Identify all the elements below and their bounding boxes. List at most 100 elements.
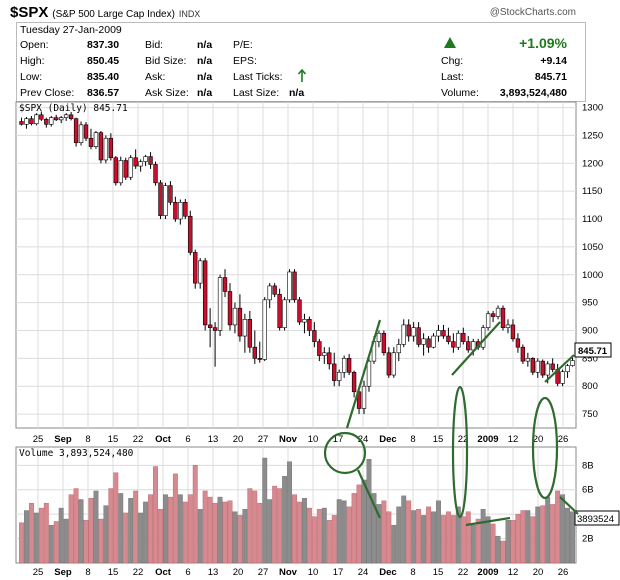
candle-body xyxy=(19,121,24,125)
volume-bar xyxy=(148,494,153,564)
volume-bar xyxy=(480,509,486,564)
x-tick-label-top: 2009 xyxy=(477,434,498,445)
x-tick-label-top: 15 xyxy=(108,434,119,445)
candle-body xyxy=(163,185,168,216)
price-tick-label: 1200 xyxy=(582,158,603,169)
volume-bar xyxy=(103,505,109,564)
annotation-line-mid xyxy=(451,321,501,376)
volume-bar xyxy=(386,511,392,564)
volume-value: 3,893,524,480 xyxy=(499,87,567,99)
open-label: Open: xyxy=(20,39,49,51)
volume-bar xyxy=(93,490,99,564)
ask-size-value: n/a xyxy=(197,87,213,99)
candle-body xyxy=(530,358,535,373)
volume-bar xyxy=(460,516,466,564)
x-tick-label-top: 20 xyxy=(533,434,544,445)
volume-bar xyxy=(237,515,243,564)
candle-body xyxy=(73,118,79,143)
volume-bar xyxy=(485,516,491,564)
price-series-label: $SPX (Daily) 845.71 xyxy=(19,103,128,114)
candle-body xyxy=(217,277,223,331)
volume-bar xyxy=(68,494,74,564)
volume-bar xyxy=(570,511,575,564)
last-label: Last: xyxy=(441,71,464,83)
bid-size-value: n/a xyxy=(197,55,213,67)
candle-body xyxy=(351,371,357,393)
quote-panel: Tuesday 27-Jan-2009 Open: 837.30 High: 8… xyxy=(16,22,586,102)
volume-bar xyxy=(172,473,178,564)
low-value: 835.40 xyxy=(87,71,120,83)
volume-bar xyxy=(242,509,248,564)
x-tick-label-top: 17 xyxy=(333,434,344,445)
prev-close-value: 836.57 xyxy=(87,87,120,99)
volume-bar xyxy=(197,509,203,564)
volume-bar xyxy=(505,520,511,564)
x-tick-label-top: 27 xyxy=(258,434,269,445)
candle-body xyxy=(257,358,262,360)
volume-bar xyxy=(530,516,536,564)
volume-bar xyxy=(257,502,263,564)
x-tick-label-bottom: 24 xyxy=(358,567,369,578)
candle-body xyxy=(168,185,173,203)
high-value: 850.45 xyxy=(87,55,120,67)
candle-body xyxy=(461,332,466,342)
volume-bar xyxy=(297,501,302,564)
volume-bar xyxy=(138,512,144,564)
volume-bar xyxy=(495,535,501,564)
bid-value: n/a xyxy=(197,39,213,51)
candle-body xyxy=(227,291,233,326)
volume-bar xyxy=(43,502,49,564)
ask-value: n/a xyxy=(197,71,213,83)
x-tick-label-bottom: 12 xyxy=(508,567,519,578)
volume-bar xyxy=(316,509,322,564)
volume-bar xyxy=(361,479,367,564)
candle-body xyxy=(277,293,282,328)
volume-bar xyxy=(525,510,531,564)
volume-bar xyxy=(217,496,223,564)
volume-bar xyxy=(33,512,39,564)
candle-body xyxy=(302,319,307,323)
last-size-label: Last Size: xyxy=(233,87,280,99)
volume-bar xyxy=(431,511,436,564)
volume-bar xyxy=(73,488,79,564)
candle-body xyxy=(103,137,109,161)
volume-bar xyxy=(222,501,228,564)
x-tick-label-top: 22 xyxy=(458,434,469,445)
candle-body xyxy=(510,324,516,340)
candle-body xyxy=(361,385,367,409)
x-tick-label-bottom: 8 xyxy=(85,567,90,578)
candle-body xyxy=(138,161,143,167)
x-tick-label-bottom: Nov xyxy=(279,567,298,578)
volume-bar xyxy=(48,524,54,564)
candle-body xyxy=(376,332,382,342)
volume-bar xyxy=(421,515,427,564)
candle-body xyxy=(207,324,213,328)
bid-size-label: Bid Size: xyxy=(145,55,187,67)
candle-body xyxy=(183,202,188,217)
copyright[interactable]: @StockCharts.com xyxy=(489,7,576,18)
price-tick-label: 1000 xyxy=(582,270,603,281)
x-tick-label-bottom: 2009 xyxy=(477,567,498,578)
volume-bar xyxy=(78,499,84,564)
volume-bar xyxy=(510,520,516,564)
pe-label: P/E: xyxy=(233,39,253,51)
last-price-box xyxy=(574,342,612,358)
candle-body xyxy=(550,363,555,370)
candle-body xyxy=(426,338,431,348)
candle-body xyxy=(292,271,297,301)
volume-bar xyxy=(58,507,64,564)
candle-body xyxy=(59,117,64,121)
candle-body xyxy=(272,285,277,295)
x-tick-label-top: Sep xyxy=(54,434,72,445)
annotation-line-vol-low xyxy=(357,469,381,519)
symbol: $SPX xyxy=(10,4,49,21)
volume-bar xyxy=(158,509,163,564)
x-tick-label-top: 24 xyxy=(358,434,369,445)
volume-label: Volume: xyxy=(441,87,479,99)
volume-bar xyxy=(366,459,372,564)
candle-body xyxy=(188,215,193,253)
volume-bar xyxy=(401,495,407,564)
candle-body xyxy=(391,352,396,376)
volume-bar xyxy=(133,490,139,564)
x-tick-label-bottom: 27 xyxy=(258,567,269,578)
